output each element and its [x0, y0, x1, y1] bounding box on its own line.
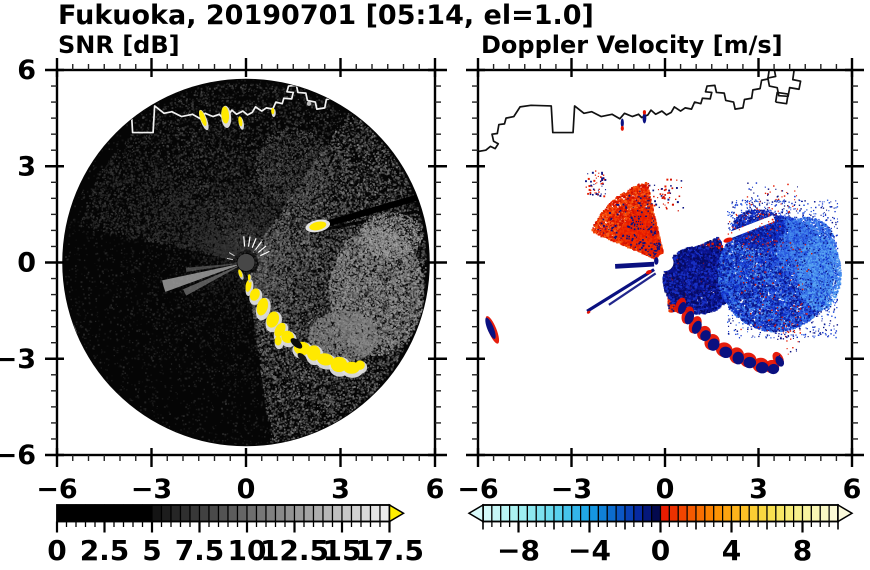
figure-title: Fukuoka, 20190701 [05:14, el=1.0]: [58, 0, 594, 31]
y-tick-label: 3: [17, 151, 36, 182]
colorbar-snr-label: 12.5: [260, 534, 329, 567]
y-tick-label: 0: [17, 248, 36, 279]
snr-radar-image: [57, 70, 435, 455]
snr-panel-title: SNR [dB]: [58, 31, 180, 59]
colorbar-snr-label: 10: [228, 534, 267, 567]
y-tick-label: 6: [17, 55, 36, 86]
colorbar-snr-label: 5: [142, 534, 161, 567]
colorbar-snr-label: 2.5: [80, 534, 130, 567]
velocity-panel-title: Doppler Velocity [m/s]: [481, 31, 783, 59]
colorbar-velocity-label: 0: [651, 534, 670, 567]
colorbar-velocity-label: 4: [722, 534, 741, 567]
panel-frame: [476, 68, 854, 457]
x-tick-label: −6: [36, 474, 77, 505]
colorbar-snr-label: 0: [47, 534, 66, 567]
y-tick-label: −3: [0, 344, 36, 375]
colorbar-snr-label: 17.5: [355, 534, 424, 567]
panel-frame: [55, 68, 437, 457]
x-tick-label: 6: [843, 474, 862, 505]
x-tick-label: 6: [426, 474, 445, 505]
colorbar-snr: [56, 503, 405, 523]
colorbar-velocity-label: −8: [497, 534, 540, 567]
x-tick-label: −6: [457, 474, 498, 505]
doppler-velocity-radar-image: [478, 70, 852, 455]
colorbar-snr-label: 15: [323, 534, 362, 567]
y-tick-label: −6: [0, 440, 36, 471]
colorbar-velocity-label: 8: [793, 534, 812, 567]
x-tick-label: 0: [656, 474, 675, 505]
x-tick-label: −3: [551, 474, 592, 505]
colorbar-velocity: [467, 503, 854, 523]
colorbar-snr-label: 7.5: [175, 534, 225, 567]
x-tick-label: 0: [237, 474, 256, 505]
x-tick-label: −3: [131, 474, 172, 505]
x-tick-label: 3: [331, 474, 350, 505]
x-tick-label: 3: [749, 474, 768, 505]
colorbar-velocity-label: −4: [568, 534, 611, 567]
